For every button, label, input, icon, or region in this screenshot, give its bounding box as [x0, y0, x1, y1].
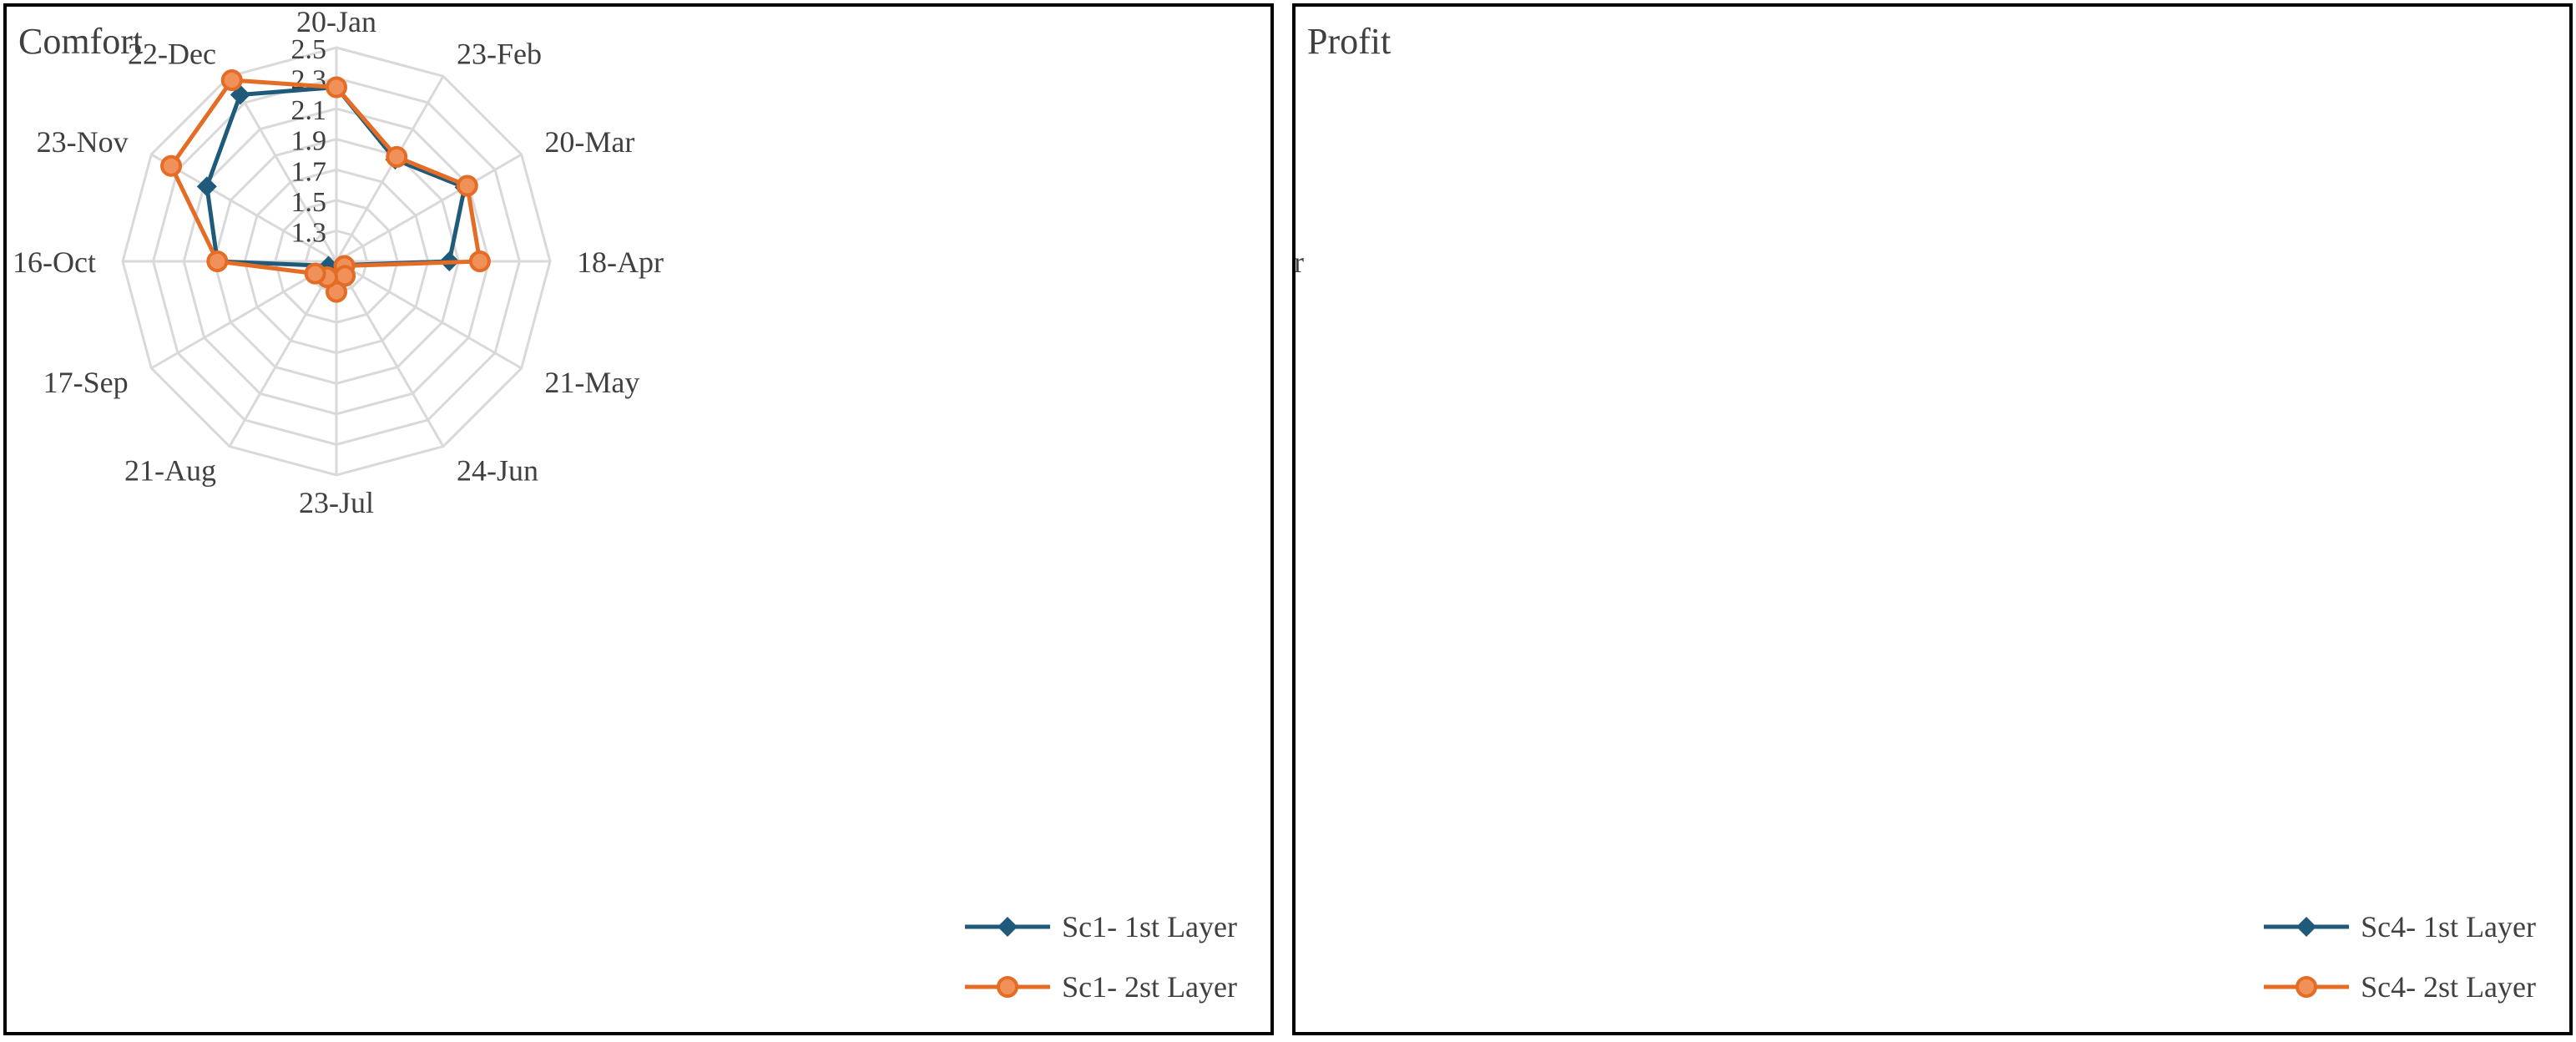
data-point	[160, 154, 183, 177]
profit-legend: Sc4- 1st Layer Sc4- 2st Layer	[2260, 897, 2536, 1017]
legend-label: Sc1- 2st Layer	[1062, 970, 1237, 1004]
data-point	[456, 175, 478, 197]
category-label: 21-May	[544, 366, 639, 399]
grid-spoke	[336, 260, 523, 370]
legend-label: Sc1- 1st Layer	[1062, 910, 1237, 943]
grid-spoke	[150, 260, 337, 370]
category-label: 23-Nov	[37, 125, 129, 159]
data-point	[304, 262, 326, 285]
legend-label: Sc4- 2st Layer	[2361, 970, 2536, 1004]
profit-radar-chart: 20-Jan23-Feb20-Mar18-Apr21-May24-Jun23-J…	[1296, 245, 1304, 279]
grid-spoke	[150, 153, 337, 263]
category-label: 17-Sep	[43, 366, 129, 399]
radial-tick-label: 1.3	[291, 217, 327, 248]
radar-grid	[121, 46, 552, 477]
comfort-radar-chart: 20-Jan 23-Feb 20-Mar 18-Apr 21-May 24-Jun 23-J…	[13, 7, 664, 519]
grid-spoke	[228, 260, 338, 448]
grid-spoke	[336, 153, 523, 263]
data-point	[206, 250, 229, 272]
data-point	[196, 176, 217, 197]
category-label: 18-Apr	[577, 245, 664, 279]
comfort-chart-panel: 20-Jan 23-Feb 20-Mar 18-Apr 21-May 24-Jun 23-J…	[3, 3, 1274, 1035]
category-label: 23-Feb	[457, 38, 542, 71]
grid-spoke	[335, 260, 445, 448]
legend-label: Sc4- 1st Layer	[2361, 910, 2536, 943]
radial-tick-label: 1.5	[291, 187, 327, 218]
category-label: 20-Mar	[544, 125, 634, 159]
data-point	[220, 69, 243, 92]
radial-tick-label: 2.1	[291, 95, 327, 126]
radial-tick-label: 1.9	[291, 126, 327, 157]
profit-chart-title: Profit	[1307, 21, 1392, 62]
comfort-legend: Sc1- 1st Layer Sc1- 2st Layer	[962, 897, 1237, 1017]
data-point	[468, 250, 491, 272]
category-label: 18-Apr	[1296, 245, 1304, 279]
category-label: 16-Oct	[13, 245, 96, 279]
legend-item-series-2: Sc4- 2st Layer	[2260, 957, 2536, 1017]
radial-tick-label: 2.5	[291, 34, 327, 65]
legend-item-series-2: Sc1- 2st Layer	[962, 957, 1237, 1017]
grid-spoke	[228, 75, 338, 262]
comfort-chart-title: Comfort	[18, 21, 144, 62]
series-2	[160, 69, 491, 303]
grid-spoke	[335, 75, 445, 262]
category-label: 23-Jul	[299, 486, 374, 519]
legend-item-series-1: Sc4- 1st Layer	[2260, 897, 2536, 957]
data-point	[386, 145, 408, 168]
radial-tick-label: 1.7	[291, 156, 327, 187]
profit-chart-panel: 20-Jan23-Feb20-Mar18-Apr21-May24-Jun23-J…	[1292, 3, 2573, 1035]
legend-item-series-1: Sc1- 1st Layer	[962, 897, 1237, 957]
category-label: 20-Jan	[296, 7, 376, 38]
category-label: 21-Aug	[124, 453, 216, 487]
category-label: 22-Dec	[128, 38, 216, 71]
category-label: 24-Jun	[457, 453, 538, 487]
data-point	[326, 76, 347, 99]
